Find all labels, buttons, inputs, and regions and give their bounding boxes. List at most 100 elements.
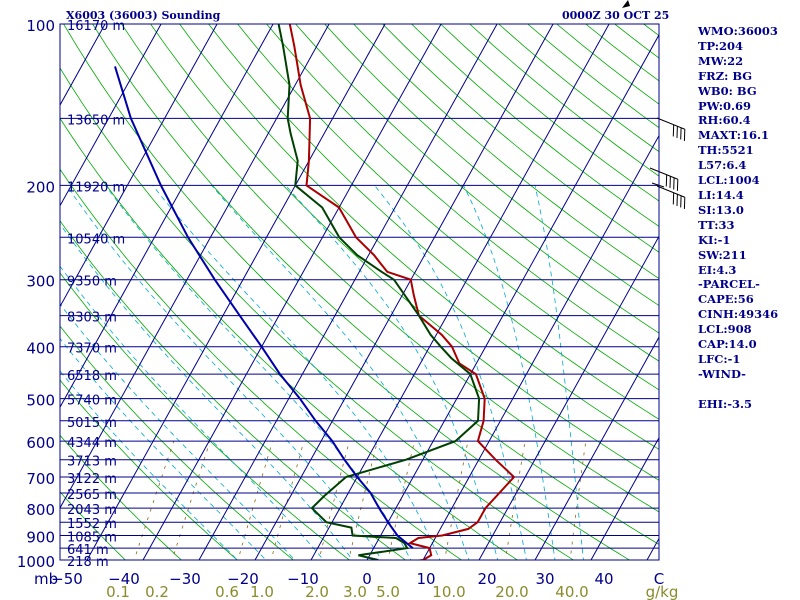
moist-adiabat-line <box>534 185 584 560</box>
moist-adiabat-line <box>60 337 267 560</box>
temperature-tick-label: 20 <box>477 570 496 588</box>
index-line: FRZ: BG <box>698 68 753 83</box>
pressure-axis-label: mb <box>34 570 58 588</box>
isotherm-line <box>254 24 554 560</box>
mixing-ratio-tick-label: 1.0 <box>250 583 274 600</box>
moist-adiabat-line <box>60 223 353 560</box>
index-line: LCL:1004 <box>698 173 760 188</box>
index-line: EI:4.3 <box>698 262 737 277</box>
dry-adiabat-line <box>60 491 126 560</box>
index-line: WB0: BG <box>698 83 757 98</box>
index-line: MAXT:16.1 <box>698 128 769 143</box>
index-line: CAP:14.0 <box>698 337 757 352</box>
isotherm-line <box>590 436 659 560</box>
isotherm-line <box>478 235 659 560</box>
height-label: 218 m <box>67 555 109 570</box>
temperature-tick-label: −10 <box>287 570 319 588</box>
wind-barb <box>656 117 686 141</box>
plot-frame <box>59 23 660 561</box>
pressure-tick-label: 500 <box>26 392 55 410</box>
isotherm-line <box>534 336 659 560</box>
mixing-ratio-line <box>171 440 211 560</box>
height-label: 13650 m <box>67 113 125 128</box>
height-label: 641 m <box>67 543 109 558</box>
index-line: LI:14.4 <box>698 187 744 202</box>
mixing-ratio-line <box>348 441 378 560</box>
mixing-ratio-tick-label: 2.0 <box>305 583 329 600</box>
wind-barb <box>649 167 679 191</box>
isotherm-line <box>142 24 442 560</box>
temperature-profile <box>288 24 516 560</box>
index-line: -WIND- <box>698 366 746 381</box>
mixing-ratio-tick-label: 0.6 <box>215 583 239 600</box>
index-line: TT:33 <box>698 217 735 232</box>
mixing-ratio-tick-label: 5.0 <box>376 583 400 600</box>
temperature-tick-label: −20 <box>227 570 259 588</box>
height-label: 5740 m <box>67 394 117 409</box>
height-label: 9350 m <box>67 275 117 290</box>
dry-adiabat-line <box>121 24 659 513</box>
index-line <box>698 382 798 397</box>
index-line: KI:-1 <box>698 232 731 247</box>
moist-adiabat-line <box>66 185 383 560</box>
moist-adiabat-line <box>374 185 527 560</box>
mixing-ratio-line <box>504 441 526 560</box>
index-line: SI:13.0 <box>698 202 744 217</box>
isotherm-line <box>60 24 218 308</box>
indices-panel: WMO:36003 TP:204 MW:22 FRZ: BG WB0: BG PW:0.6… <box>698 24 798 412</box>
moist-adiabat-line <box>60 370 239 560</box>
height-label: 3713 m <box>67 455 117 470</box>
isotherm-line <box>86 24 386 560</box>
temperature-tick-label: 40 <box>594 570 613 588</box>
chart-title-right: 0000Z 30 OCT 25 <box>562 9 670 22</box>
mixing-ratio-line <box>569 441 587 560</box>
dry-adiabat-line <box>60 325 295 560</box>
index-line: PW:0.69 <box>698 98 752 113</box>
index-line: WMO:36003 <box>698 24 778 38</box>
dry-adiabat-line <box>60 434 182 560</box>
pressure-tick-label: 600 <box>26 434 55 452</box>
isotherm-line <box>422 134 659 560</box>
index-line: TP:204 <box>698 38 744 53</box>
dry-adiabat-line <box>60 220 407 560</box>
pressure-tick-label: 1000 <box>17 553 55 571</box>
dry-adiabat-line <box>60 272 351 560</box>
height-label: 10540 m <box>67 232 125 247</box>
isotherm-line <box>60 24 106 107</box>
mixing-ratio-tick-label: 0.1 <box>106 583 130 600</box>
chart-title-left: X6003 (36003) Sounding <box>66 9 221 22</box>
dry-adiabat-line <box>92 24 659 545</box>
height-label: 5015 m <box>67 416 117 431</box>
wind-barb-tick <box>651 182 665 188</box>
isotherm-line <box>366 33 659 560</box>
mixing-ratio-line <box>133 440 175 560</box>
moist-adiabat-line <box>211 185 470 560</box>
dewpoint-profile <box>277 24 481 560</box>
index-line: LFC:-1 <box>698 351 741 366</box>
height-label: 4344 m <box>67 436 117 451</box>
height-label: 3122 m <box>67 472 117 487</box>
index-line: L57:6.4 <box>698 158 747 173</box>
wind-barb <box>656 185 686 209</box>
moist-adiabat-line <box>60 265 324 560</box>
mixing-ratio-tick-label: 40.0 <box>555 583 588 600</box>
height-label: 7370 m <box>67 342 117 357</box>
mixing-ratio-tick-label: 0.2 <box>145 583 169 600</box>
pressure-tick-label: 200 <box>26 178 55 196</box>
index-line: CAPE:56 <box>698 292 754 307</box>
mixing-ratio-tick-label: 10.0 <box>432 583 465 600</box>
height-label: 8303 m <box>67 311 117 326</box>
height-label: 1085 m <box>67 531 117 546</box>
pressure-tick-label: 900 <box>26 529 55 547</box>
height-label: 2043 m <box>67 503 117 518</box>
temperature-tick-label: −30 <box>169 570 201 588</box>
moist-adiabat-line <box>285 185 499 560</box>
index-line: RH:60.4 <box>698 113 751 128</box>
mixing-ratio-tick-label: 3.0 <box>343 583 367 600</box>
dry-adiabat-line <box>60 379 239 560</box>
pressure-tick-label: 700 <box>26 470 55 488</box>
dry-adiabat-line <box>63 24 631 560</box>
isotherm-line <box>60 24 162 207</box>
index-line: CINH:49346 <box>698 307 779 322</box>
